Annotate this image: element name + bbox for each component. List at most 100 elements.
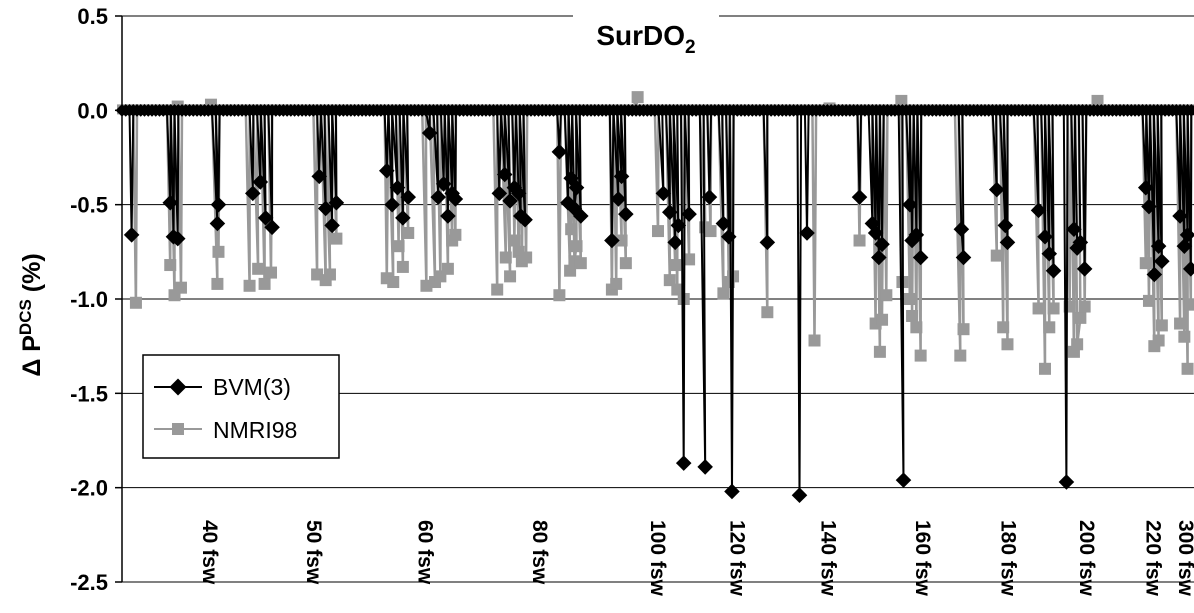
data-point: [1037, 228, 1053, 245]
data-point: [876, 313, 889, 326]
data-point: [392, 240, 405, 253]
data-point: [1041, 245, 1058, 262]
chart-title-background: [573, 12, 719, 60]
data-point: [613, 168, 630, 185]
data-point: [1071, 338, 1084, 351]
depth-label: 140 fsw: [816, 520, 839, 597]
data-point: [1001, 338, 1014, 351]
data-point: [396, 260, 409, 273]
grid: [122, 15, 1194, 583]
y-axis-label: Δ PDCS (%): [16, 253, 46, 376]
data-point: [1072, 234, 1089, 251]
depth-label: 40 fsw: [198, 520, 221, 585]
data-point: [252, 174, 269, 190]
data-point: [759, 234, 776, 251]
data-point: [447, 191, 464, 207]
depth-label: 200 fsw: [1075, 520, 1098, 597]
data-point: [1058, 474, 1075, 490]
data-point: [908, 227, 925, 243]
data-point: [615, 234, 628, 247]
data-point: [169, 230, 186, 247]
y-tick-label: -2.5: [70, 570, 108, 595]
data-point: [663, 274, 676, 287]
y-tick-label: -0.5: [70, 193, 108, 218]
data-point: [1137, 179, 1154, 196]
data-point: [257, 210, 274, 226]
data-point: [670, 217, 687, 234]
depth-label: 60 fsw: [413, 520, 436, 585]
data-point: [387, 276, 400, 289]
data-point: [491, 283, 504, 296]
y-tick-label: -1.5: [70, 381, 108, 406]
data-point: [1043, 321, 1056, 334]
data-point: [1074, 311, 1087, 324]
data-point: [954, 349, 967, 362]
data-point: [317, 200, 334, 217]
y-tick-label: 0.5: [77, 4, 108, 29]
data-point: [697, 459, 713, 475]
data-point: [379, 162, 395, 179]
data-point: [1152, 334, 1165, 347]
data-point: [988, 181, 1005, 198]
data-point: [910, 321, 923, 334]
data-point: [1038, 362, 1051, 375]
data-point: [510, 185, 527, 202]
data-point: [129, 296, 142, 309]
data-point: [619, 257, 632, 270]
data-point: [553, 289, 566, 302]
legend-marker-bvm3: [169, 378, 187, 396]
data-point: [799, 225, 815, 241]
depth-labels: 40 fsw 50 fsw 60 fsw 80 fsw 100 fsw 120 fsw 14…: [198, 520, 1194, 597]
data-point: [1172, 208, 1188, 224]
data-point: [389, 179, 406, 196]
y-tick-label: -2.0: [70, 476, 108, 501]
series-nmri98: [117, 91, 1194, 375]
data-point: [791, 487, 808, 503]
legend: BVM(3) NMRI98: [142, 354, 340, 459]
data-point: [508, 234, 521, 247]
data-point: [912, 249, 929, 266]
data-point: [265, 266, 278, 279]
data-point: [953, 221, 970, 237]
data-point: [400, 189, 417, 205]
data-point: [1030, 202, 1047, 219]
depth-label: 160 fsw: [911, 520, 934, 597]
data-point: [1091, 94, 1104, 107]
data-point: [520, 251, 533, 264]
depth-label: 300 fsw: [1174, 520, 1194, 597]
data-point: [880, 289, 893, 302]
legend-marker-nmri98: [172, 423, 184, 435]
data-point: [209, 215, 226, 232]
data-point: [955, 249, 972, 266]
data-point: [504, 270, 517, 283]
data-point: [851, 189, 868, 205]
data-point: [701, 189, 718, 205]
data-point: [1184, 298, 1194, 311]
data-point: [681, 206, 697, 222]
data-point: [997, 217, 1014, 234]
legend-label-nmri98: NMRI98: [213, 417, 297, 443]
data-point: [162, 195, 179, 211]
data-point: [1142, 294, 1155, 307]
data-point: [1181, 362, 1194, 375]
data-point: [1150, 238, 1167, 254]
data-point: [164, 259, 177, 272]
data-point: [873, 345, 886, 358]
data-point: [618, 206, 634, 222]
data-point: [808, 334, 821, 347]
data-point: [568, 179, 585, 196]
data-point: [330, 232, 343, 245]
legend-box: [142, 354, 340, 459]
data-point: [610, 277, 623, 290]
data-point: [1139, 257, 1152, 270]
data-point: [867, 225, 884, 241]
data-point: [652, 225, 664, 238]
depth-label: 180 fsw: [997, 520, 1020, 597]
data-point: [717, 287, 730, 300]
data-point: [683, 253, 696, 266]
chart-title-main: SurDO: [596, 20, 685, 51]
data-point: [990, 249, 1003, 262]
data-point: [517, 211, 533, 228]
data-point: [903, 293, 916, 305]
